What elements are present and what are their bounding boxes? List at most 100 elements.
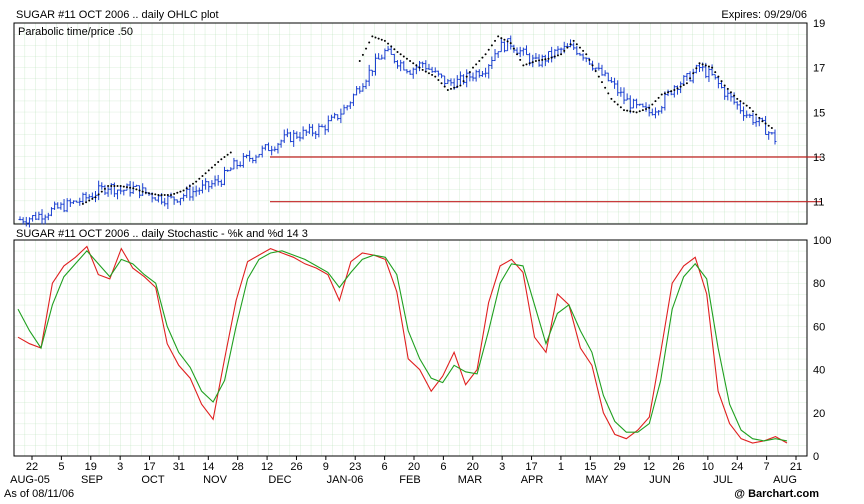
price-bar [59, 202, 63, 210]
price-bar [56, 202, 60, 209]
sar-dot [682, 83, 685, 86]
price-bar [540, 54, 544, 68]
price-bar [197, 187, 201, 195]
sar-dot [103, 187, 106, 190]
sar-dot [673, 89, 676, 91]
sar-dot [767, 124, 770, 127]
price-bar [219, 179, 223, 187]
sar-dot [147, 192, 150, 195]
x-tick-label: 17 [525, 461, 537, 473]
stochastic-line-d [17, 249, 788, 442]
sar-dot [616, 103, 619, 106]
price-bar [43, 214, 47, 225]
sar-dot [698, 62, 701, 65]
price-bar [462, 74, 466, 85]
price-bar [204, 178, 208, 190]
sar-dot [110, 185, 113, 188]
price-bar [748, 113, 752, 118]
price-bar [116, 189, 120, 200]
sar-dot [679, 85, 682, 88]
sar-dot [729, 91, 732, 94]
sar-dot [154, 193, 157, 196]
x-tick-label: 5 [58, 461, 64, 473]
price-bar [767, 131, 771, 140]
price-bar [301, 126, 305, 140]
price-bar [307, 123, 311, 134]
price-bar [449, 78, 453, 86]
price-bar [716, 75, 720, 89]
sar-dot [494, 39, 497, 42]
sar-dot [490, 44, 493, 47]
sar-dot [538, 59, 541, 62]
stochastic-lines [17, 245, 788, 444]
sar-dot [572, 39, 575, 42]
sar-dot [478, 59, 481, 62]
price-bar [443, 75, 447, 86]
sar-dot [198, 177, 201, 180]
sar-dot [751, 110, 754, 113]
sar-dot [387, 42, 390, 45]
price-y-tick: 15 [813, 107, 825, 119]
price-bar [342, 104, 346, 115]
price-bar [408, 69, 412, 75]
sar-dot [380, 38, 383, 41]
month-label: JUL [713, 474, 733, 486]
sar-dot [81, 202, 84, 205]
sar-dot [604, 86, 607, 89]
sar-dot [393, 48, 396, 51]
sar-dot [207, 169, 210, 172]
price-bar [49, 207, 53, 217]
price-bar [128, 181, 132, 197]
sar-dot [720, 80, 723, 83]
price-bar [292, 129, 296, 147]
stochastic-y-tick: 100 [813, 235, 831, 247]
x-tick-label: 24 [731, 461, 743, 473]
x-tick-label: 26 [672, 461, 684, 473]
price-bar [515, 47, 519, 54]
sar-dot [217, 161, 220, 164]
price-bar [273, 146, 277, 152]
sar-dot [556, 54, 559, 57]
price-bar [134, 184, 138, 187]
price-y-tick: 13 [813, 152, 825, 164]
price-bar [336, 114, 340, 121]
sar-dot [179, 190, 182, 193]
sar-dot [88, 199, 91, 202]
sar-dot [654, 100, 657, 103]
price-bar [436, 70, 440, 77]
sar-dot [192, 182, 195, 185]
x-tick-label: 12 [643, 461, 655, 473]
x-tick-label: 29 [614, 461, 626, 473]
x-tick-label: 7 [764, 461, 770, 473]
sar-dot [626, 109, 629, 112]
price-bar [399, 59, 403, 72]
price-bar [304, 129, 308, 136]
price-bar [175, 199, 179, 203]
price-bar [480, 71, 484, 77]
stochastic-title: SUGAR #11 OCT 2006 .. daily Stochastic -… [16, 228, 308, 240]
price-bar [229, 167, 233, 172]
sar-dot [358, 59, 361, 62]
sar-dot [638, 110, 641, 113]
sar-dot [163, 193, 166, 196]
price-bar [657, 110, 661, 116]
sar-dot [641, 109, 644, 112]
price-bar [251, 157, 255, 164]
sar-dot [591, 64, 594, 67]
price-bar [547, 50, 550, 63]
sar-dot [516, 53, 519, 56]
price-bar [166, 194, 170, 209]
price-bar [339, 108, 343, 124]
sar-dot [739, 100, 742, 103]
sar-dot [431, 73, 434, 76]
sar-dot [223, 156, 226, 158]
price-bar [726, 88, 730, 101]
sar-dot [135, 188, 138, 191]
sar-dot [113, 185, 116, 188]
price-bar [524, 45, 528, 56]
price-bar [484, 67, 488, 78]
x-tick-label: 17 [143, 461, 155, 473]
month-label: MAR [458, 474, 483, 486]
price-bar [311, 124, 315, 137]
sar-dot [663, 92, 666, 95]
